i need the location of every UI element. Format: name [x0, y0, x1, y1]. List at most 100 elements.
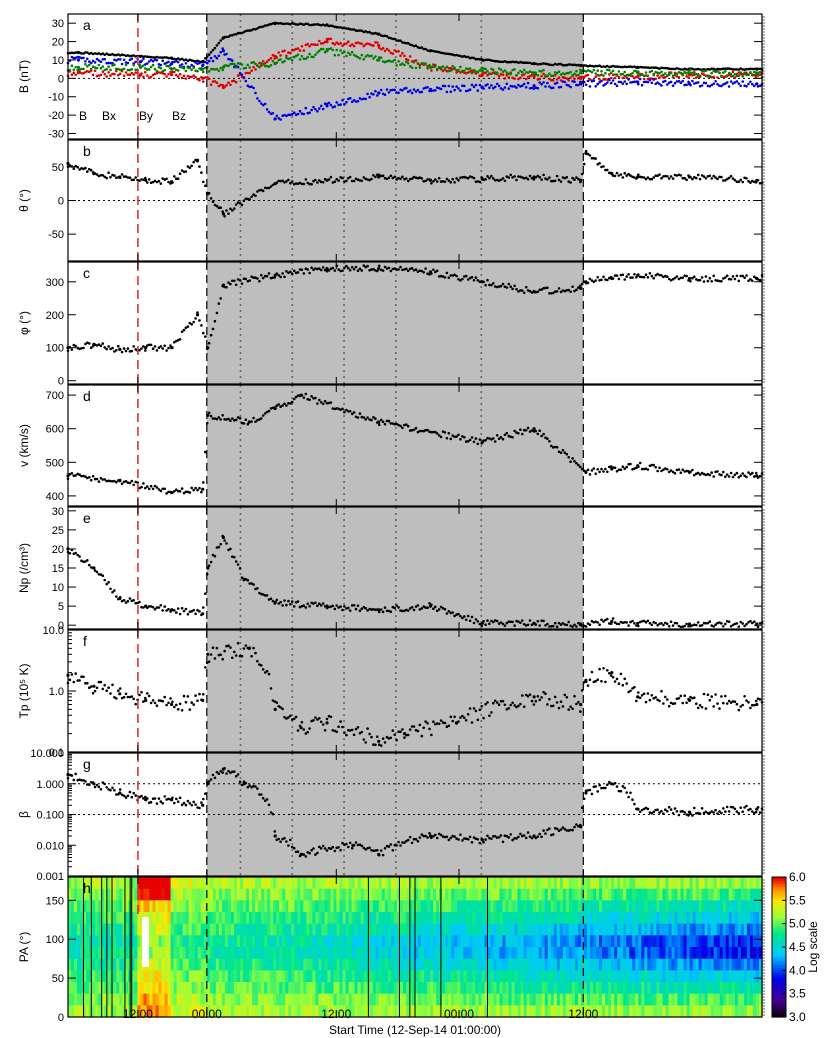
- data-point: [493, 72, 497, 75]
- data-point: [231, 555, 234, 558]
- data-point: [418, 723, 422, 727]
- heatmap-cell: [188, 947, 193, 960]
- data-point: [142, 57, 145, 61]
- data-point: [731, 475, 735, 479]
- data-point: [495, 619, 499, 623]
- data-point: [244, 29, 248, 33]
- heatmap-cell: [185, 923, 190, 936]
- series-By: [66, 47, 764, 121]
- data-point: [207, 780, 211, 783]
- heatmap-cell: [68, 900, 72, 913]
- heatmap-cell: [206, 923, 211, 936]
- data-point: [225, 83, 228, 87]
- heatmap-cell: [173, 923, 178, 936]
- heatmap-cell: [203, 1005, 208, 1018]
- heatmap-cell: [149, 1005, 154, 1018]
- heatmap-cell: [203, 970, 208, 983]
- data-point: [511, 60, 514, 63]
- data-point: [215, 67, 219, 71]
- data-point: [652, 73, 655, 77]
- data-point: [151, 797, 155, 800]
- data-point: [749, 473, 752, 476]
- data-point: [590, 156, 594, 160]
- data-point: [708, 85, 712, 88]
- data-point: [325, 40, 329, 44]
- data-point: [269, 597, 273, 600]
- data-point: [194, 612, 197, 616]
- data-point: [478, 83, 482, 87]
- heatmap-cell: [71, 912, 75, 925]
- data-point: [635, 699, 638, 703]
- data-point: [376, 269, 379, 273]
- data-point: [555, 81, 559, 85]
- heatmap-cell: [215, 1005, 220, 1018]
- data-point: [559, 700, 563, 703]
- data-point: [211, 773, 215, 777]
- data-point: [263, 186, 267, 190]
- data-point: [151, 699, 155, 702]
- heatmap-cell: [176, 993, 181, 1006]
- heatmap-cell: [155, 877, 160, 890]
- y-tick-label: 0.100: [36, 810, 64, 822]
- data-point: [434, 430, 437, 434]
- heatmap-cell: [92, 888, 96, 901]
- data-point: [314, 23, 317, 26]
- data-point: [439, 87, 443, 91]
- data-point: [275, 598, 279, 602]
- data-point: [755, 807, 759, 811]
- data-point: [372, 743, 375, 746]
- data-point: [236, 65, 240, 69]
- data-point: [434, 65, 437, 68]
- data-point: [225, 772, 228, 775]
- data-point: [381, 420, 385, 424]
- data-point: [461, 176, 464, 179]
- data-point: [571, 73, 574, 77]
- data-point: [117, 73, 120, 77]
- data-point: [598, 783, 601, 787]
- data-point: [86, 170, 89, 173]
- heatmap-cell: [101, 900, 105, 913]
- data-point: [377, 46, 381, 49]
- data-point: [246, 84, 250, 87]
- data-point: [304, 178, 308, 181]
- data-point: [495, 434, 499, 437]
- data-point: [747, 621, 750, 624]
- data-point: [345, 54, 348, 58]
- data-point: [248, 279, 251, 282]
- data-point: [675, 275, 679, 278]
- data-point: [155, 606, 159, 609]
- heatmap-cell: [104, 877, 108, 890]
- data-point: [403, 736, 406, 739]
- data-point: [439, 605, 443, 609]
- data-point: [466, 55, 470, 59]
- data-point: [635, 276, 638, 279]
- heatmap-cell: [116, 993, 120, 1006]
- data-point: [325, 49, 329, 53]
- data-point: [279, 405, 282, 409]
- data-point: [478, 841, 482, 845]
- heatmap-cell: [197, 970, 202, 983]
- heatmap-cell: [77, 877, 81, 890]
- data-point: [470, 276, 474, 279]
- data-point: [466, 440, 470, 443]
- heatmap-cell: [116, 958, 120, 971]
- data-point: [325, 849, 329, 852]
- data-point: [437, 176, 441, 180]
- data-point: [290, 48, 294, 52]
- data-point: [507, 76, 511, 79]
- data-point: [329, 37, 333, 41]
- heatmap-cell: [152, 923, 157, 936]
- heatmap-cell: [80, 923, 84, 936]
- data-point: [271, 53, 275, 57]
- data-point: [113, 63, 116, 66]
- heatmap-cell: [158, 1005, 163, 1018]
- data-point: [492, 701, 495, 705]
- heatmap-cell: [194, 982, 199, 995]
- data-point: [250, 786, 253, 789]
- data-point: [418, 63, 422, 67]
- data-point: [546, 62, 549, 66]
- data-point: [285, 56, 288, 60]
- data-point: [459, 89, 462, 92]
- data-point: [412, 60, 416, 64]
